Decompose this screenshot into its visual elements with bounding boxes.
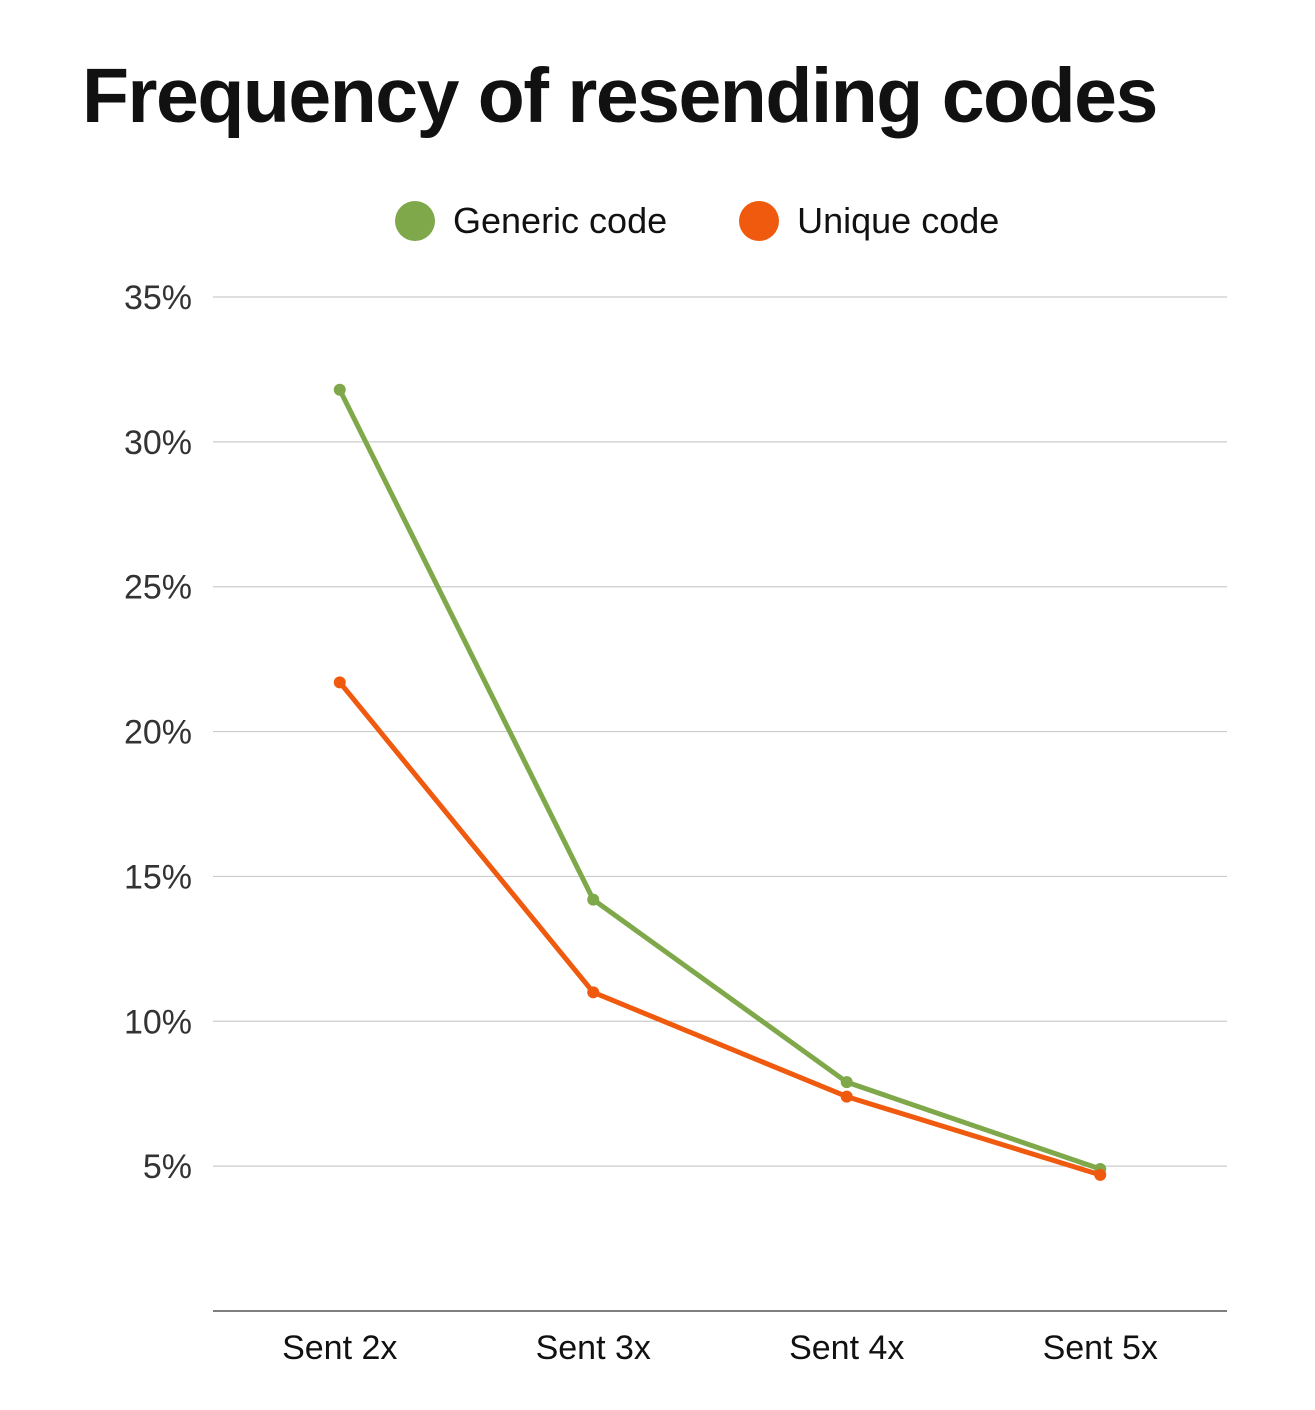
x-tick-label: Sent 5x: [1043, 1329, 1158, 1367]
x-tick-label: Sent 3x: [536, 1329, 651, 1367]
series-line-generic-code: [337, 387, 1103, 1172]
legend-label-unique-code: Unique code: [797, 200, 1000, 241]
data-point-unique-code: [587, 986, 600, 999]
y-tick-label: 10%: [124, 1003, 192, 1041]
series-layer: [333, 383, 1107, 1181]
y-tick-label: 20%: [124, 714, 192, 752]
y-tick-label: 5%: [143, 1148, 192, 1186]
legend-swatch-unique-code: [739, 201, 780, 241]
legend-swatch-generic-code: [395, 201, 435, 241]
grid-layer: [213, 296, 1227, 1167]
y-tick-label: 25%: [124, 569, 192, 607]
data-point-unique-code: [840, 1090, 853, 1103]
legend-item-unique-code: Unique code: [739, 200, 999, 242]
axis-layer: 5% 10% 15% 20% 25% 30% 35% Sent 2x Sent 3x Sent 4…: [124, 279, 1227, 1367]
y-tick-label: 15%: [124, 858, 192, 896]
y-tick-label: 30%: [124, 424, 192, 462]
chart-title: Frequency of resending codes: [82, 53, 1158, 139]
x-tick-label: Sent 2x: [282, 1329, 397, 1367]
legend-label-generic-code: Generic code: [453, 200, 668, 241]
data-point-generic-code: [333, 383, 346, 396]
data-point-generic-code: [840, 1076, 853, 1089]
y-tick-label: 35%: [124, 279, 192, 317]
chart-legend: Generic code Unique code: [395, 200, 999, 242]
data-point-unique-code: [333, 676, 346, 689]
x-tick-label: Sent 4x: [789, 1329, 904, 1367]
data-point-generic-code: [587, 893, 600, 906]
legend-item-generic-code: Generic code: [395, 200, 667, 242]
data-point-unique-code: [1094, 1168, 1107, 1181]
series-line-unique-code: [337, 679, 1103, 1178]
